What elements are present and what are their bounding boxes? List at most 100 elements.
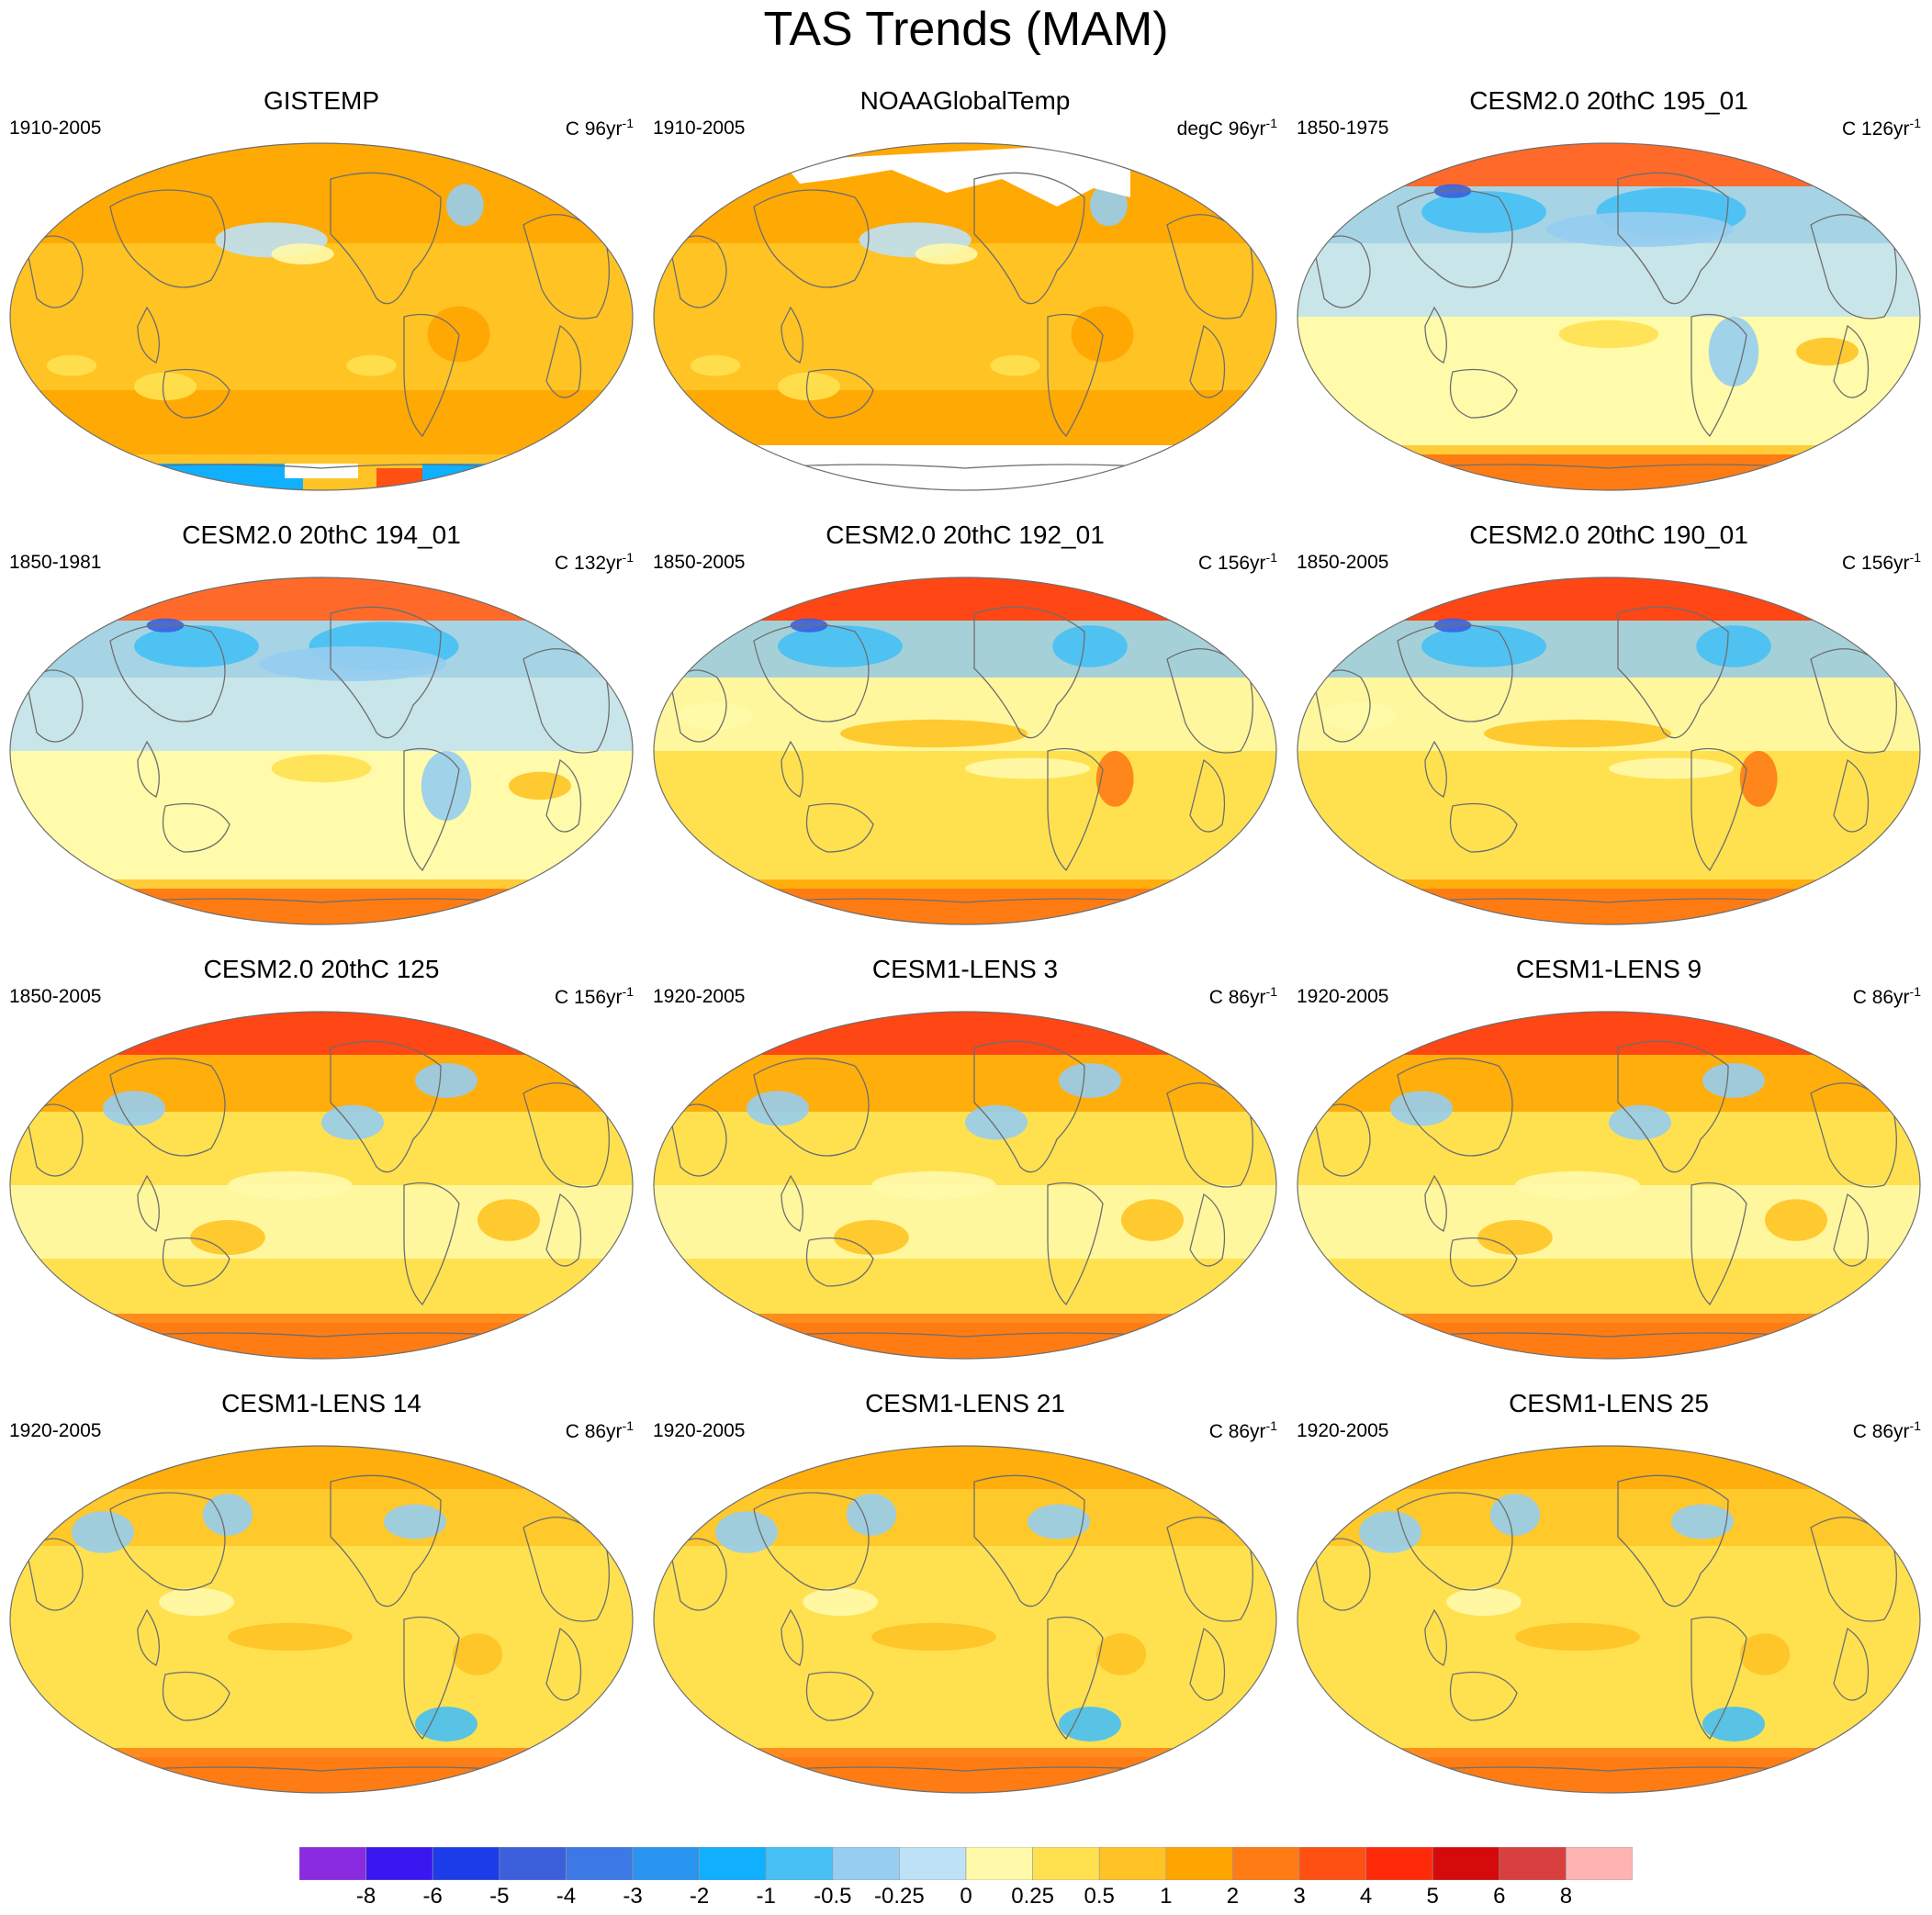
colorbar-tick-label: 1 [1160,1884,1173,1909]
trend-map [653,1445,1277,1794]
colorbar-swatch [1165,1847,1233,1880]
colorbar-labels: -8 -6 -5 -4 -3 -2 -1 -0.5 -0.25 0 0.25 0.5 1 2 3 4 5 6 8 [0,1884,1932,1915]
panel-title: NOAAGlobalTemp [859,86,1071,115]
colorbar-swatch [566,1847,634,1880]
panel-units: C 86yr-1 [1852,984,1921,1008]
map-panel: CESM1-LENS 9 1920-2005 C 86yr-1 [1287,946,1930,1369]
colorbar-swatch [1232,1847,1300,1880]
trend-map [1297,1445,1921,1794]
panel-period: 1920-2005 [9,1420,102,1441]
colorbar-tick-label: 0.5 [1084,1884,1115,1909]
panel-title: CESM1-LENS 9 [1515,955,1702,983]
panel-units: C 126yr-1 [1842,116,1921,140]
colorbar-swatch [1298,1847,1366,1880]
colorbar-tick-label: -1 [756,1884,776,1909]
map-panel: CESM2.0 20thC 125 1850-2005 C 156yr-1 [0,946,643,1369]
colorbar-swatch [1432,1847,1500,1880]
panel-period: 1850-1975 [1297,118,1389,139]
colorbar-tick-label: 8 [1559,1884,1573,1909]
map-panel: CESM1-LENS 3 1920-2005 C 86yr-1 [644,946,1286,1369]
map-panel: CESM2.0 20thC 192_01 1850-2005 C 156yr-1 [644,512,1286,935]
colorbar-tick-label: 4 [1359,1884,1373,1909]
trend-map [9,1011,634,1360]
panel-period: 1920-2005 [653,1420,746,1441]
panel-title: CESM1-LENS 3 [871,955,1059,983]
map-panel: CESM2.0 20thC 190_01 1850-2005 C 156yr-1 [1287,512,1930,935]
colorbar-tick-label: -4 [556,1884,577,1909]
colorbar-swatch [632,1847,700,1880]
colorbar-swatch [832,1847,900,1880]
colorbar-swatch [499,1847,567,1880]
panel-title: CESM1-LENS 14 [221,1389,421,1417]
trend-map [1297,142,1921,491]
panel-period: 1850-2005 [653,552,746,573]
colorbar-swatch [365,1847,433,1880]
colorbar-swatch [299,1847,366,1880]
colorbar-swatch [1499,1847,1567,1880]
trend-map [653,1011,1277,1360]
panel-units: C 86yr-1 [1208,1418,1277,1442]
colorbar-tick-label: 2 [1226,1884,1240,1909]
panel-period: 1910-2005 [9,118,102,139]
map-panel: NOAAGlobalTemp 1910-2005 degC 96yr-1 [644,78,1286,500]
panel-period: 1920-2005 [1297,986,1389,1007]
panel-title: CESM2.0 20thC 125 [203,955,440,983]
colorbar-swatch [699,1847,767,1880]
map-panel: CESM1-LENS 14 1920-2005 C 86yr-1 [0,1381,643,1803]
colorbar-swatch [1032,1847,1100,1880]
panel-units: C 132yr-1 [555,550,634,574]
trend-map [653,577,1277,925]
colorbar-swatch [899,1847,967,1880]
map-panel: CESM2.0 20thC 195_01 1850-1975 C 126yr-1 [1287,78,1930,500]
colorbar-tick-label: 5 [1426,1884,1439,1909]
panel-period: 1920-2005 [653,986,746,1007]
map-panel: CESM2.0 20thC 194_01 1850-1981 C 132yr-1 [0,512,643,935]
colorbar-swatch [1566,1847,1633,1880]
figure-title: TAS Trends (MAM) [763,3,1169,56]
colorbar-tick-label: -0.5 [814,1884,852,1909]
panel-title: CESM2.0 20thC 192_01 [826,521,1105,549]
colorbar-tick-label: 3 [1293,1884,1306,1909]
panel-title: GISTEMP [263,86,379,115]
panel-period: 1850-2005 [1297,552,1389,573]
trend-map [9,577,634,925]
panel-units: C 86yr-1 [1852,1418,1921,1442]
panel-units: C 156yr-1 [555,984,634,1008]
panel-units: degC 96yr-1 [1176,116,1277,140]
colorbar-tick-label: 0.25 [1011,1884,1054,1909]
colorbar-tick-label: -5 [489,1884,510,1909]
colorbar-tick-label: -3 [623,1884,643,1909]
colorbar-tick-label: -8 [355,1884,376,1909]
trend-map [653,142,1277,491]
map-panel: GISTEMP 1910-2005 C 96yr-1 [0,78,643,500]
trend-map [1297,1011,1921,1360]
colorbar-tick-label: -2 [689,1884,710,1909]
colorbar [299,1847,1633,1880]
panel-units: C 156yr-1 [1198,550,1277,574]
trend-map [9,142,634,491]
panel-title: CESM2.0 20thC 195_01 [1469,86,1748,115]
panel-period: 1850-2005 [9,986,102,1007]
colorbar-swatch [965,1847,1033,1880]
colorbar-swatch [765,1847,834,1880]
panel-units: C 86yr-1 [565,1418,634,1442]
colorbar-tick-label: -6 [422,1884,443,1909]
panel-period: 1850-1981 [9,552,102,573]
colorbar-swatch [1098,1847,1167,1880]
colorbar-tick-label: 0 [960,1884,972,1909]
trend-map [1297,577,1921,925]
colorbar-tick-label: -0.25 [874,1884,925,1909]
map-panel: CESM1-LENS 25 1920-2005 C 86yr-1 [1287,1381,1930,1803]
panel-units: C 86yr-1 [1208,984,1277,1008]
panel-title: CESM2.0 20thC 190_01 [1469,521,1748,549]
map-panel: CESM1-LENS 21 1920-2005 C 86yr-1 [644,1381,1286,1803]
panel-title: CESM1-LENS 25 [1509,1389,1709,1417]
panel-title: CESM2.0 20thC 194_01 [182,521,461,549]
colorbar-tick-label: 6 [1493,1884,1506,1909]
trend-map [9,1445,634,1794]
panel-units: C 96yr-1 [565,116,634,140]
panel-units: C 156yr-1 [1842,550,1921,574]
colorbar-swatch [1365,1847,1433,1880]
colorbar-swatch [432,1847,500,1880]
panel-period: 1910-2005 [653,118,746,139]
